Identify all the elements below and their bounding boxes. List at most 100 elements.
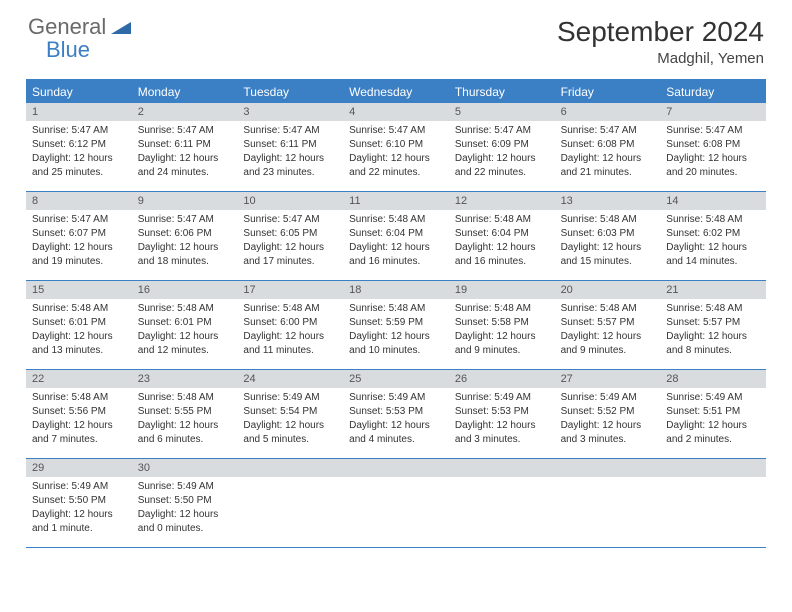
daylight-text: Daylight: 12 hours <box>455 330 549 343</box>
day-cell: 14Sunrise: 5:48 AMSunset: 6:02 PMDayligh… <box>660 192 766 280</box>
sunrise-text: Sunrise: 5:47 AM <box>666 124 760 137</box>
sunrise-text: Sunrise: 5:47 AM <box>32 124 126 137</box>
day-body: Sunrise: 5:49 AMSunset: 5:51 PMDaylight:… <box>660 388 766 453</box>
daylight-text: Daylight: 12 hours <box>243 330 337 343</box>
sunrise-text: Sunrise: 5:48 AM <box>243 302 337 315</box>
day-number: 29 <box>26 459 132 477</box>
daylight-text: and 3 minutes. <box>561 433 655 446</box>
sunset-text: Sunset: 6:09 PM <box>455 138 549 151</box>
day-body: Sunrise: 5:48 AMSunset: 6:03 PMDaylight:… <box>555 210 661 275</box>
daylight-text: Daylight: 12 hours <box>138 241 232 254</box>
daylight-text: and 6 minutes. <box>138 433 232 446</box>
day-cell: 7Sunrise: 5:47 AMSunset: 6:08 PMDaylight… <box>660 103 766 191</box>
day-number: 14 <box>660 192 766 210</box>
empty-day-cell <box>449 459 555 547</box>
day-number: 22 <box>26 370 132 388</box>
day-body: Sunrise: 5:49 AMSunset: 5:54 PMDaylight:… <box>237 388 343 453</box>
daylight-text: Daylight: 12 hours <box>455 419 549 432</box>
weekday-monday: Monday <box>132 81 238 103</box>
daylight-text: Daylight: 12 hours <box>349 152 443 165</box>
sunset-text: Sunset: 6:04 PM <box>349 227 443 240</box>
day-cell: 24Sunrise: 5:49 AMSunset: 5:54 PMDayligh… <box>237 370 343 458</box>
daylight-text: Daylight: 12 hours <box>561 419 655 432</box>
daylight-text: and 11 minutes. <box>243 344 337 357</box>
logo-text-blue: Blue <box>46 39 131 61</box>
day-cell: 20Sunrise: 5:48 AMSunset: 5:57 PMDayligh… <box>555 281 661 369</box>
day-cell: 12Sunrise: 5:48 AMSunset: 6:04 PMDayligh… <box>449 192 555 280</box>
sunset-text: Sunset: 5:52 PM <box>561 405 655 418</box>
daylight-text: and 22 minutes. <box>455 166 549 179</box>
daylight-text: Daylight: 12 hours <box>243 419 337 432</box>
sunset-text: Sunset: 5:58 PM <box>455 316 549 329</box>
daylight-text: and 1 minute. <box>32 522 126 535</box>
day-number: 13 <box>555 192 661 210</box>
daylight-text: Daylight: 12 hours <box>32 152 126 165</box>
empty-day-cell <box>660 459 766 547</box>
weekday-wednesday: Wednesday <box>343 81 449 103</box>
sunrise-text: Sunrise: 5:48 AM <box>32 391 126 404</box>
daylight-text: and 0 minutes. <box>138 522 232 535</box>
daylight-text: Daylight: 12 hours <box>138 508 232 521</box>
sunrise-text: Sunrise: 5:49 AM <box>32 480 126 493</box>
daylight-text: Daylight: 12 hours <box>561 152 655 165</box>
sunset-text: Sunset: 5:51 PM <box>666 405 760 418</box>
sunset-text: Sunset: 5:59 PM <box>349 316 443 329</box>
daylight-text: and 9 minutes. <box>455 344 549 357</box>
sunrise-text: Sunrise: 5:47 AM <box>561 124 655 137</box>
day-cell: 18Sunrise: 5:48 AMSunset: 5:59 PMDayligh… <box>343 281 449 369</box>
sunset-text: Sunset: 6:08 PM <box>666 138 760 151</box>
daylight-text: and 24 minutes. <box>138 166 232 179</box>
day-body: Sunrise: 5:47 AMSunset: 6:09 PMDaylight:… <box>449 121 555 186</box>
sunrise-text: Sunrise: 5:47 AM <box>138 213 232 226</box>
day-cell: 21Sunrise: 5:48 AMSunset: 5:57 PMDayligh… <box>660 281 766 369</box>
daylight-text: Daylight: 12 hours <box>666 419 760 432</box>
day-cell: 25Sunrise: 5:49 AMSunset: 5:53 PMDayligh… <box>343 370 449 458</box>
day-number: 30 <box>132 459 238 477</box>
daylight-text: and 3 minutes. <box>455 433 549 446</box>
daylight-text: Daylight: 12 hours <box>561 330 655 343</box>
daylight-text: Daylight: 12 hours <box>666 330 760 343</box>
day-number: 24 <box>237 370 343 388</box>
day-number: 25 <box>343 370 449 388</box>
daylight-text: and 21 minutes. <box>561 166 655 179</box>
day-number: 1 <box>26 103 132 121</box>
day-body: Sunrise: 5:47 AMSunset: 6:12 PMDaylight:… <box>26 121 132 186</box>
sunrise-text: Sunrise: 5:48 AM <box>455 302 549 315</box>
day-cell: 10Sunrise: 5:47 AMSunset: 6:05 PMDayligh… <box>237 192 343 280</box>
day-number: 9 <box>132 192 238 210</box>
daylight-text: Daylight: 12 hours <box>243 241 337 254</box>
day-number <box>449 459 555 477</box>
daylight-text: and 23 minutes. <box>243 166 337 179</box>
sunrise-text: Sunrise: 5:48 AM <box>666 213 760 226</box>
daylight-text: and 12 minutes. <box>138 344 232 357</box>
day-number: 12 <box>449 192 555 210</box>
day-cell: 3Sunrise: 5:47 AMSunset: 6:11 PMDaylight… <box>237 103 343 191</box>
location: Madghil, Yemen <box>557 50 764 67</box>
day-body: Sunrise: 5:48 AMSunset: 6:00 PMDaylight:… <box>237 299 343 364</box>
day-number <box>343 459 449 477</box>
day-number: 18 <box>343 281 449 299</box>
day-number: 15 <box>26 281 132 299</box>
day-cell: 26Sunrise: 5:49 AMSunset: 5:53 PMDayligh… <box>449 370 555 458</box>
title-block: September 2024 Madghil, Yemen <box>557 16 764 67</box>
day-cell: 15Sunrise: 5:48 AMSunset: 6:01 PMDayligh… <box>26 281 132 369</box>
weekday-header-row: Sunday Monday Tuesday Wednesday Thursday… <box>26 81 766 103</box>
sunset-text: Sunset: 6:05 PM <box>243 227 337 240</box>
empty-day-cell <box>343 459 449 547</box>
sunset-text: Sunset: 6:10 PM <box>349 138 443 151</box>
day-body: Sunrise: 5:47 AMSunset: 6:11 PMDaylight:… <box>237 121 343 186</box>
day-cell: 8Sunrise: 5:47 AMSunset: 6:07 PMDaylight… <box>26 192 132 280</box>
daylight-text: and 16 minutes. <box>349 255 443 268</box>
day-cell: 22Sunrise: 5:48 AMSunset: 5:56 PMDayligh… <box>26 370 132 458</box>
day-number: 10 <box>237 192 343 210</box>
day-body: Sunrise: 5:48 AMSunset: 5:58 PMDaylight:… <box>449 299 555 364</box>
week-row: 22 Sunrise: 5:48 AMSunset: 5:56 PM Dayligh… <box>26 370 766 459</box>
daylight-text: Daylight: 12 hours <box>561 241 655 254</box>
day-body: Sunrise: 5:49 AMSunset: 5:53 PMDaylight:… <box>449 388 555 453</box>
sunset-text: Sunset: 6:12 PM <box>32 138 126 151</box>
sunrise-text: Sunrise: 5:49 AM <box>561 391 655 404</box>
day-number: 28 <box>660 370 766 388</box>
sunset-text: Sunset: 5:56 PM <box>32 405 126 418</box>
day-number: 16 <box>132 281 238 299</box>
day-body: Sunrise: 5:48 AMSunset: 6:02 PMDaylight:… <box>660 210 766 275</box>
